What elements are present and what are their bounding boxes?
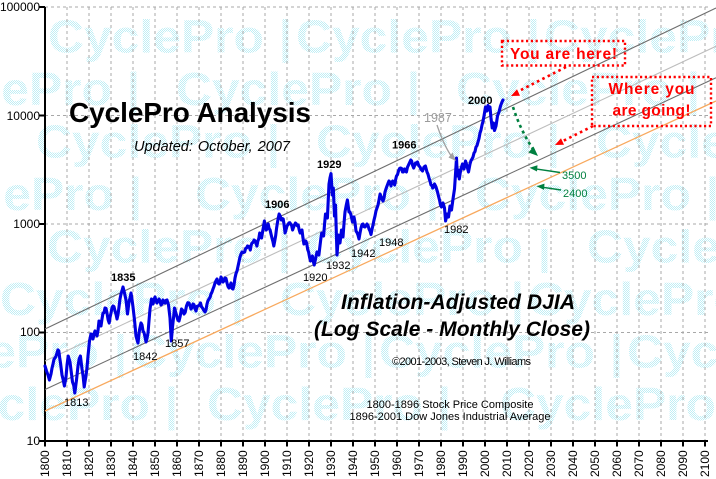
svg-text:CyclePro: CyclePro xyxy=(296,11,512,63)
svg-text:100000: 100000 xyxy=(0,0,40,14)
svg-text:CyclePro: CyclePro xyxy=(627,326,716,378)
svg-text:|: | xyxy=(231,273,244,325)
svg-text:Updated: October, 2007: Updated: October, 2007 xyxy=(134,139,291,155)
svg-text:2100: 2100 xyxy=(698,450,712,477)
svg-text:1960: 1960 xyxy=(390,450,404,477)
svg-text:|: | xyxy=(511,273,524,325)
svg-text:1932: 1932 xyxy=(326,260,350,272)
svg-text:CyclePro: CyclePro xyxy=(475,168,691,220)
svg-text:are going!: are going! xyxy=(613,103,691,120)
svg-text:2080: 2080 xyxy=(654,450,668,477)
svg-text:1835: 1835 xyxy=(111,272,135,284)
svg-text:2050: 2050 xyxy=(588,450,602,477)
svg-text:(Log Scale - Monthly Close): (Log Scale - Monthly Close) xyxy=(314,318,590,341)
svg-text:1840: 1840 xyxy=(126,450,140,477)
svg-text:2020: 2020 xyxy=(522,450,536,477)
svg-text:1842: 1842 xyxy=(133,351,157,363)
svg-text:1966: 1966 xyxy=(392,140,416,152)
svg-text:1920: 1920 xyxy=(302,450,316,477)
svg-text:1970: 1970 xyxy=(412,450,426,477)
svg-text:1929: 1929 xyxy=(317,159,341,171)
svg-text:1800-1896 Stock Price Composit: 1800-1896 Stock Price Composite xyxy=(367,399,534,411)
svg-text:1880: 1880 xyxy=(214,450,228,477)
svg-text:CyclePro: CyclePro xyxy=(0,63,112,115)
svg-text:|: | xyxy=(527,11,540,63)
svg-text:CyclePro: CyclePro xyxy=(379,326,595,378)
svg-text:1950: 1950 xyxy=(368,450,382,477)
svg-text:1942: 1942 xyxy=(351,248,375,260)
svg-text:CyclePro: CyclePro xyxy=(587,221,716,273)
svg-text:2000: 2000 xyxy=(478,450,492,477)
svg-text:1850: 1850 xyxy=(148,450,162,477)
svg-text:|: | xyxy=(127,63,140,115)
svg-text:|: | xyxy=(267,116,280,168)
svg-text:2090: 2090 xyxy=(676,450,690,477)
svg-text:|: | xyxy=(279,11,292,63)
svg-text:1860: 1860 xyxy=(170,450,184,477)
svg-text:1830: 1830 xyxy=(104,450,118,477)
svg-text:Inflation-Adjusted DJIA: Inflation-Adjusted DJIA xyxy=(341,291,575,314)
svg-text:|: | xyxy=(114,326,127,378)
svg-text:1910: 1910 xyxy=(280,450,294,477)
svg-text:1906: 1906 xyxy=(265,199,289,211)
svg-text:Where you: Where you xyxy=(609,81,695,98)
svg-text:|: | xyxy=(538,221,551,273)
svg-text:1900: 1900 xyxy=(258,450,272,477)
svg-text:1920: 1920 xyxy=(303,272,327,284)
svg-text:10: 10 xyxy=(27,434,41,448)
svg-text:1896-2001 Dow Jones Industrial: 1896-2001 Dow Jones Industrial Average xyxy=(350,411,551,423)
svg-text:CyclePro: CyclePro xyxy=(528,273,716,325)
svg-text:1982: 1982 xyxy=(444,224,468,236)
svg-text:2400: 2400 xyxy=(563,188,587,200)
svg-text:CyclePro: CyclePro xyxy=(47,221,263,273)
svg-text:|: | xyxy=(687,63,700,115)
svg-text:CyclePro: CyclePro xyxy=(48,11,264,63)
svg-text:CyclePro: CyclePro xyxy=(456,63,672,115)
svg-text:CyclePro: CyclePro xyxy=(0,168,114,220)
svg-text:1948: 1948 xyxy=(379,237,403,249)
svg-text:2060: 2060 xyxy=(610,450,624,477)
svg-text:|: | xyxy=(706,168,716,220)
svg-text:1800: 1800 xyxy=(38,450,52,477)
svg-text:1000: 1000 xyxy=(13,217,40,231)
svg-text:©2001-2003, Steven J. Williams: ©2001-2003, Steven J. Williams xyxy=(392,356,532,368)
svg-text:1980: 1980 xyxy=(434,450,448,477)
svg-text:1870: 1870 xyxy=(192,450,206,477)
svg-text:1930: 1930 xyxy=(324,450,338,477)
svg-text:3500: 3500 xyxy=(562,170,586,182)
svg-text:CyclePro: CyclePro xyxy=(596,116,716,168)
svg-text:1987: 1987 xyxy=(424,111,452,125)
svg-text:|: | xyxy=(407,63,420,115)
svg-text:1813: 1813 xyxy=(64,397,88,409)
svg-text:2000: 2000 xyxy=(468,95,492,107)
svg-text:2040: 2040 xyxy=(566,450,580,477)
svg-text:|: | xyxy=(165,378,178,430)
svg-text:2070: 2070 xyxy=(632,450,646,477)
svg-text:1940: 1940 xyxy=(346,450,360,477)
svg-text:|: | xyxy=(129,168,142,220)
svg-text:CyclePro: CyclePro xyxy=(500,378,716,430)
svg-text:|: | xyxy=(362,326,375,378)
svg-text:You are here!: You are here! xyxy=(510,46,617,63)
svg-text:CyclePro: CyclePro xyxy=(280,273,496,325)
svg-text:100: 100 xyxy=(20,325,40,339)
svg-text:CyclePro: CyclePro xyxy=(0,326,99,378)
svg-text:CyclePro: CyclePro xyxy=(131,326,347,378)
svg-text:10000: 10000 xyxy=(7,109,41,123)
svg-text:2010: 2010 xyxy=(500,450,514,477)
svg-text:CyclePro Analysis: CyclePro Analysis xyxy=(69,97,311,128)
svg-text:2030: 2030 xyxy=(544,450,558,477)
svg-text:CyclePro: CyclePro xyxy=(176,63,392,115)
svg-text:1820: 1820 xyxy=(82,450,96,477)
svg-text:CyclePro: CyclePro xyxy=(36,116,252,168)
svg-text:|: | xyxy=(547,116,560,168)
svg-text:1857: 1857 xyxy=(165,338,189,350)
svg-text:1890: 1890 xyxy=(236,450,250,477)
svg-text:1990: 1990 xyxy=(456,450,470,477)
svg-text:|: | xyxy=(610,326,623,378)
svg-text:1810: 1810 xyxy=(60,450,74,477)
svg-text:|: | xyxy=(278,221,291,273)
